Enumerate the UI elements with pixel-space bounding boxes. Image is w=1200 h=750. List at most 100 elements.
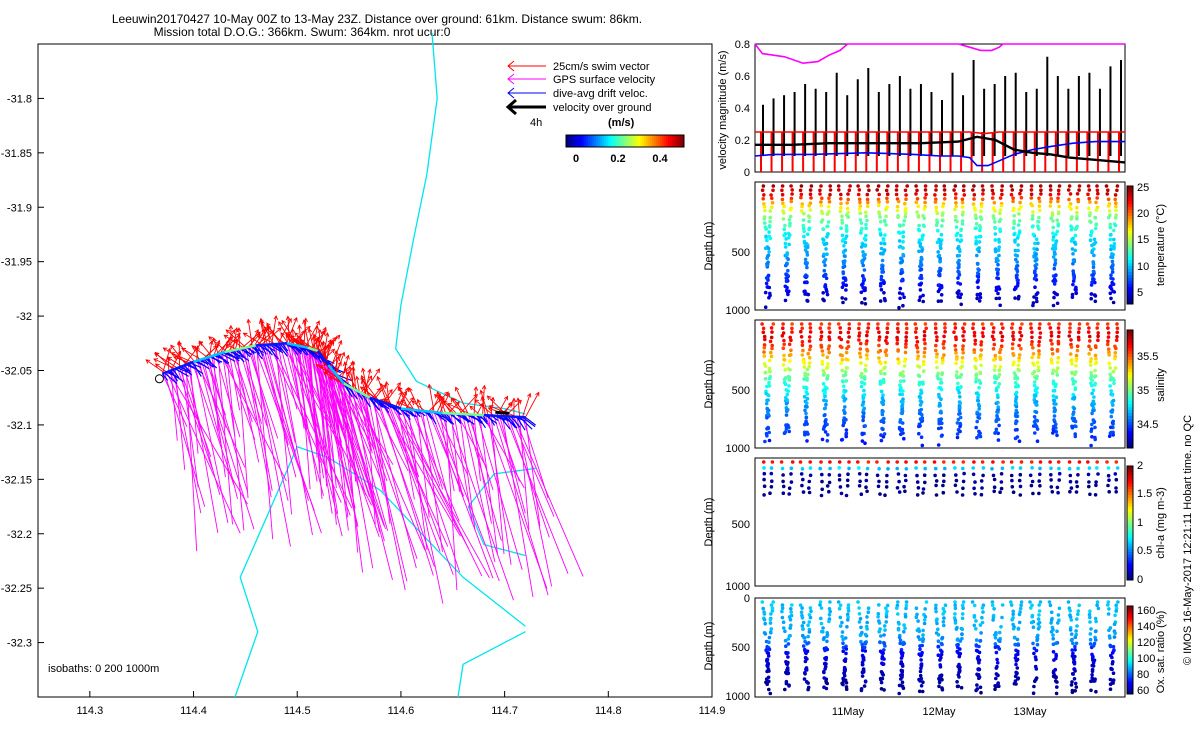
- salinity-sample: [847, 326, 852, 331]
- salinity-sample: [844, 366, 849, 370]
- temperature-sample: [914, 184, 918, 188]
- gps-vector: [174, 368, 186, 470]
- salinity-sample: [805, 439, 809, 443]
- salinity-colorbar: [1127, 330, 1133, 449]
- chl-a-sample: [875, 473, 880, 478]
- drift-vector: [181, 365, 193, 376]
- oxygen-sample: [919, 653, 924, 657]
- temperature-sample: [1032, 295, 1036, 299]
- temperature-colorbar-cell: [1127, 253, 1133, 258]
- gps-vector: [309, 348, 318, 458]
- chl-a-sample: [1077, 460, 1082, 464]
- temperature-colorbar-cell: [1127, 289, 1133, 293]
- drift-vector: [450, 412, 462, 425]
- swim-vector: [163, 347, 189, 365]
- salinity-sample: [1000, 322, 1004, 326]
- temperature-sample: [1051, 231, 1055, 235]
- oxygen-colorbar-cell: [1127, 614, 1133, 618]
- temperature-sample: [848, 184, 852, 188]
- temperature-sample: [1091, 262, 1096, 267]
- oxygen-sample: [780, 606, 785, 610]
- salinity-sample: [904, 339, 908, 343]
- temperature-sample: [1039, 188, 1043, 192]
- oxygen-sample: [884, 612, 889, 616]
- salinity-sample: [1087, 344, 1091, 349]
- salinity-colorbar-cell: [1127, 350, 1133, 354]
- temperature-colorbar-cell: [1127, 277, 1133, 281]
- legend-dog-label: velocity over ground: [553, 102, 651, 114]
- temperature-colorbar-cell: [1127, 236, 1133, 240]
- gps-vector: [215, 354, 241, 438]
- temperature-sample: [990, 184, 994, 188]
- salinity-sample: [915, 340, 920, 344]
- oxygen-sample: [1076, 609, 1081, 613]
- temperature-sample: [897, 245, 902, 249]
- oxygen-sample: [1029, 606, 1033, 610]
- salinity-sample: [937, 421, 942, 426]
- salinity-sample: [1014, 421, 1018, 426]
- chl-a-sample: [941, 483, 945, 488]
- salinity-sample: [823, 419, 827, 424]
- oxygen-sample: [1011, 627, 1016, 631]
- temperature-sample: [840, 218, 844, 222]
- oxygen-sample: [783, 638, 788, 643]
- salinity-sample: [917, 411, 922, 416]
- salinity-sample: [843, 397, 848, 401]
- oxygen-sample: [1096, 606, 1101, 611]
- salinity-sample: [836, 322, 841, 326]
- temperature-sample: [858, 211, 863, 215]
- salinity-sample: [1108, 384, 1112, 388]
- swim-arrowhead: [335, 334, 341, 340]
- salinity-sample: [1111, 419, 1115, 424]
- salinity-sample: [787, 353, 792, 358]
- oxygen-sample: [882, 648, 886, 652]
- salinity-colorbar-cell: [1127, 377, 1133, 381]
- salinity-sample: [765, 415, 769, 420]
- salinity-sample: [788, 368, 792, 372]
- temperature-sample: [809, 184, 814, 188]
- salinity-sample: [1013, 436, 1018, 441]
- salinity-sample: [1036, 368, 1041, 373]
- oxygen-sample: [936, 627, 940, 632]
- oxygen-sample: [784, 679, 789, 684]
- temperature-sample: [1037, 215, 1041, 220]
- salinity-sample: [1112, 381, 1116, 386]
- oxygen-sample: [1016, 642, 1020, 646]
- temperature-sample: [803, 261, 808, 266]
- salinity-sample: [1090, 422, 1094, 427]
- salinity-sample: [1074, 424, 1078, 429]
- oxygen-sample: [994, 672, 999, 676]
- temperature-sample: [981, 188, 985, 192]
- salinity-sample: [895, 338, 900, 342]
- temperature-sample: [1067, 204, 1072, 209]
- temperature-sample: [861, 263, 865, 268]
- temperature-sample: [916, 204, 920, 209]
- salinity-sample: [1073, 386, 1078, 390]
- temperature-colorbar-cell: [1127, 215, 1133, 219]
- oxygen-sample: [975, 687, 980, 691]
- oxygen-sample: [770, 609, 775, 613]
- temperature-sample: [1029, 196, 1034, 200]
- chl-a-sample: [1114, 486, 1118, 490]
- swim-arrowhead: [526, 392, 532, 398]
- gps-vector: [315, 350, 359, 527]
- gps-vector: [419, 410, 444, 490]
- swim-arrowhead: [330, 348, 336, 354]
- temperature-sample: [763, 246, 768, 251]
- temperature-profiles: [760, 184, 1120, 310]
- temperature-sample: [863, 288, 867, 293]
- temperature-sample: [863, 297, 867, 301]
- temperature-sample: [1049, 216, 1053, 221]
- oxygen-sample: [818, 600, 823, 604]
- oxygen-sample: [990, 600, 995, 604]
- oxy-cbar-tick-4: 140: [1137, 621, 1155, 633]
- swim-arrowhead: [438, 394, 443, 400]
- speed-colorbar-cell: [632, 135, 635, 147]
- temperature-sample: [972, 184, 976, 188]
- salinity-sample: [823, 406, 828, 410]
- speed-colorbar-cell: [680, 135, 683, 147]
- drift-vector: [335, 373, 352, 382]
- drift-vector: [525, 416, 536, 426]
- salinity-sample: [876, 350, 881, 354]
